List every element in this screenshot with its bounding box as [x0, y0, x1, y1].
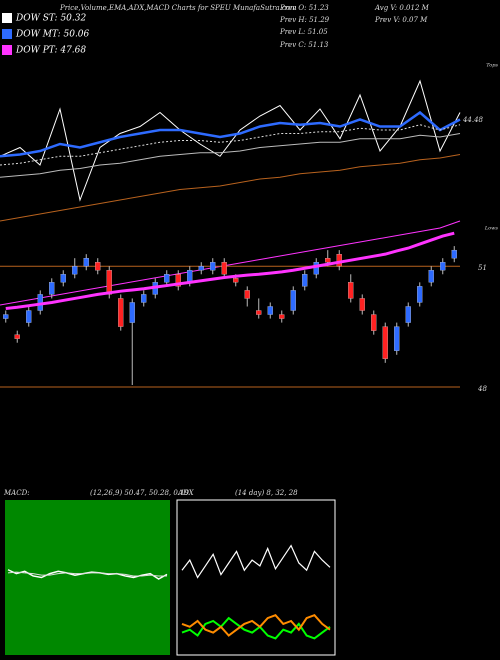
candle-body [267, 306, 273, 315]
line-price [0, 79, 461, 202]
line-ema-mid [0, 124, 461, 166]
candle-body [348, 282, 354, 299]
prev: Prev H: 51.29 [279, 16, 330, 24]
candle-body [440, 262, 446, 271]
candle-body [451, 249, 457, 259]
prev: Prev O: 51.23 [279, 4, 329, 12]
legend-label: DOW PT: 47.68 [15, 46, 86, 56]
candle-body [198, 266, 204, 271]
candle-body [336, 254, 342, 267]
candle-body [244, 290, 250, 299]
legend-swatch [2, 29, 12, 39]
candle-body [72, 266, 78, 275]
candle-body [187, 270, 193, 283]
line-minus-di [181, 614, 331, 637]
y-tick-label: 48 [477, 385, 487, 393]
candle-body [83, 258, 89, 267]
candle-body [129, 302, 135, 323]
candle-body [382, 326, 388, 359]
line-ema-orange [0, 154, 461, 222]
line-adx [181, 544, 331, 579]
candle-body [118, 298, 124, 327]
line-ema [5, 231, 455, 310]
candle-body [164, 274, 170, 283]
prev: Prev L: 51.05 [279, 28, 328, 36]
candle-body [279, 314, 285, 319]
line-ema-long [0, 133, 461, 178]
line-ema-short [0, 110, 461, 158]
volume: Avg V: 0.012 M [374, 4, 430, 12]
candle-body [210, 262, 216, 271]
candle-body [371, 314, 377, 331]
price-label: 44.48 [462, 116, 484, 124]
legend-label: DOW MT: 50.06 [15, 30, 90, 40]
legend-swatch [2, 13, 12, 23]
candle-body [60, 274, 66, 283]
candle-body [233, 278, 239, 283]
candle-body [417, 286, 423, 303]
title: Price,Volume,EMA,ADX,MACD Charts for SPE… [59, 4, 297, 12]
line-plus-di [181, 616, 331, 640]
prev: Prev C: 51.13 [279, 41, 329, 49]
y-tick-label: 51 [478, 264, 487, 272]
legend-swatch [2, 45, 12, 55]
adx-label: ADX [177, 489, 195, 497]
legend-label: DOW ST: 50.32 [15, 14, 86, 24]
candle-body [290, 290, 296, 311]
candle-body [221, 262, 227, 275]
candle-body [313, 262, 319, 275]
volume: Prev V: 0.07 M [374, 16, 428, 24]
adx-params: (14 day) 8, 32, 28 [235, 489, 298, 497]
candle-body [106, 270, 112, 295]
candle-body [175, 274, 181, 287]
macd-label: MACD: [3, 489, 30, 497]
line-signal [7, 571, 167, 577]
line-ema-magenta [0, 220, 461, 306]
lows-label: Lows [484, 226, 499, 232]
candle-body [325, 258, 331, 263]
candle-body [302, 274, 308, 287]
candle-body [95, 262, 101, 271]
macd-bg [5, 500, 170, 655]
candle-body [3, 314, 9, 319]
candle-body [359, 298, 365, 311]
candle-body [26, 310, 32, 323]
candle-body [14, 334, 20, 339]
tops-label: Tops [486, 63, 498, 69]
candle-body [49, 282, 55, 295]
candle-body [141, 294, 147, 303]
candle-body [394, 326, 400, 351]
macd-params: (12,26,9) 50.47, 50.28, 0.19 [90, 489, 190, 497]
candle-body [256, 310, 262, 315]
candle-body [405, 306, 411, 323]
candle-body [428, 270, 434, 283]
